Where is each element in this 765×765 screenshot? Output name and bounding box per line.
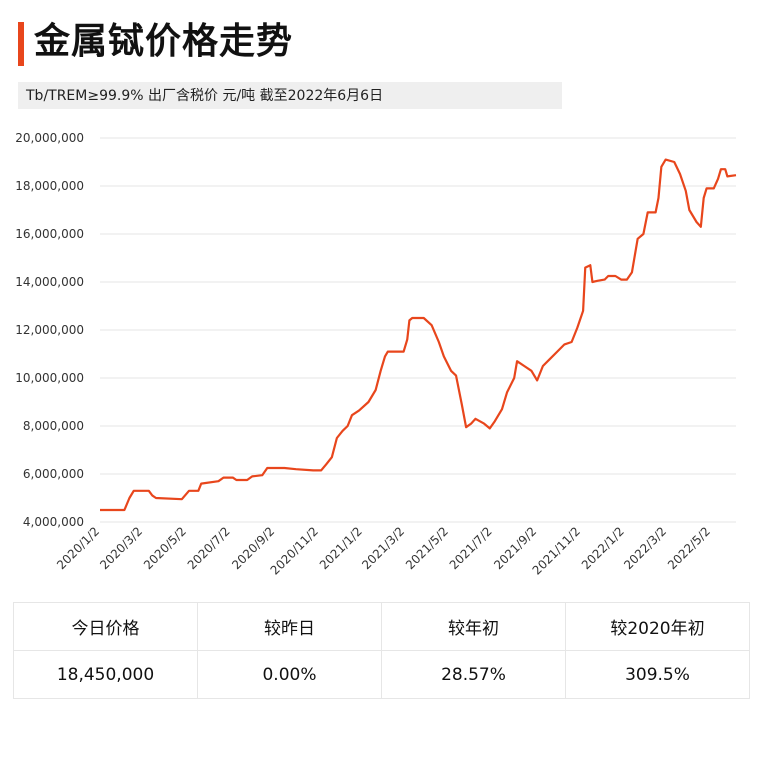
summary-value-cell: 28.57% (381, 650, 566, 699)
y-tick-label: 16,000,000 (15, 227, 84, 241)
summary-header-cell: 较昨日 (197, 602, 382, 651)
price-series-line (100, 158, 737, 512)
y-tick-label: 12,000,000 (15, 323, 84, 337)
summary-header-cell: 今日价格 (13, 602, 198, 651)
y-tick-label: 8,000,000 (23, 419, 84, 433)
summary-value-cell: 309.5% (565, 650, 750, 699)
y-tick-label: 20,000,000 (15, 131, 84, 145)
price-line-chart: 4,000,000 6,000,000 8,000,000 10,000,000 12,… (15, 131, 737, 578)
y-tick-label: 4,000,000 (23, 515, 84, 529)
x-tick-label: 2020/5/2 (141, 524, 189, 572)
x-tick-label: 2022/1/2 (579, 524, 627, 572)
y-tick-label: 10,000,000 (15, 371, 84, 385)
summary-value-cell: 18,450,000 (13, 650, 198, 699)
summary-table: 今日价格 较昨日 较年初 较2020年初 18,450,000 0.00% 28… (13, 602, 750, 699)
subtitle-background (18, 82, 562, 109)
x-tick-label: 2020/3/2 (97, 524, 145, 572)
chart-subtitle: Tb/TREM≥99.9% 出厂含税价 元/吨 截至2022年6月6日 (26, 88, 384, 104)
series-layer (100, 158, 737, 512)
summary-header-cell: 较2020年初 (565, 602, 750, 651)
x-tick-label: 2021/5/2 (403, 524, 451, 572)
x-tick-label: 2020/11/2 (268, 524, 321, 577)
x-axis: 2020/1/22020/3/22020/5/22020/7/22020/9/2… (54, 524, 713, 577)
x-tick-label: 2021/3/2 (359, 524, 407, 572)
summary-value-row: 18,450,000 0.00% 28.57% 309.5% (13, 650, 750, 699)
title-accent-bar (18, 22, 24, 66)
x-tick-label: 2020/1/2 (54, 524, 102, 572)
page-title: 金属铽价格走势 (34, 21, 294, 62)
summary-value-cell: 0.00% (197, 650, 382, 699)
grid-layer (100, 137, 736, 523)
x-tick-label: 2022/5/2 (665, 524, 713, 572)
x-tick-label: 2021/1/2 (317, 524, 365, 572)
y-axis: 4,000,000 6,000,000 8,000,000 10,000,000 12,… (15, 131, 84, 529)
y-tick-label: 6,000,000 (23, 467, 84, 481)
summary-header-cell: 较年初 (381, 602, 566, 651)
x-tick-label: 2020/7/2 (185, 524, 233, 572)
y-tick-label: 14,000,000 (15, 275, 84, 289)
x-tick-label: 2021/7/2 (447, 524, 495, 572)
y-tick-label: 18,000,000 (15, 179, 84, 193)
x-tick-label: 2022/3/2 (621, 524, 669, 572)
x-tick-label: 2021/11/2 (530, 524, 583, 577)
summary-header-row: 今日价格 较昨日 较年初 较2020年初 (13, 602, 750, 651)
